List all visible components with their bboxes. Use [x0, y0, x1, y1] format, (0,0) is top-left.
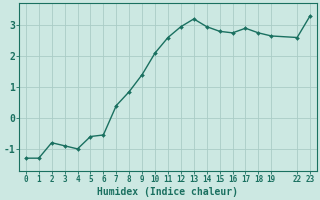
X-axis label: Humidex (Indice chaleur): Humidex (Indice chaleur) — [98, 186, 238, 197]
